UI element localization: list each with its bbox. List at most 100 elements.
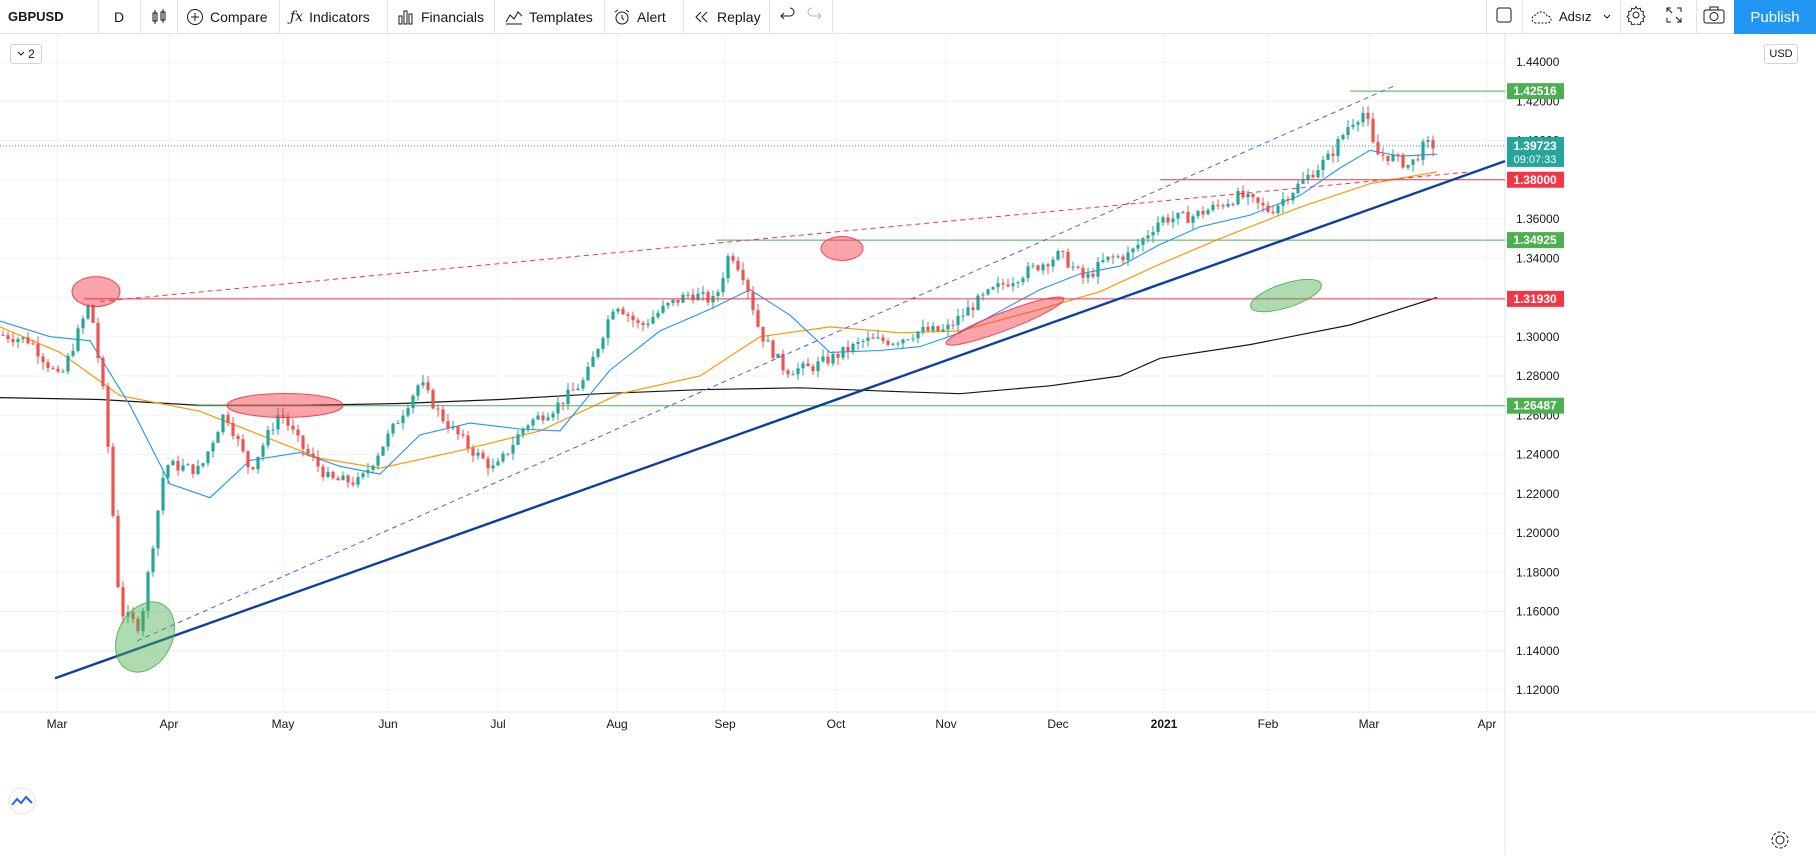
candle-body xyxy=(1166,217,1170,223)
candle-body xyxy=(366,469,370,474)
candle-body xyxy=(1341,134,1345,140)
candle-body xyxy=(446,421,450,429)
replay-button[interactable]: Replay xyxy=(693,0,761,33)
toolbar-divider xyxy=(769,0,770,33)
candle-body xyxy=(1076,266,1080,268)
candle-body xyxy=(1056,250,1060,260)
chart-type-button[interactable] xyxy=(150,0,174,33)
fullscreen-button[interactable] xyxy=(1665,0,1683,33)
candle-body xyxy=(196,465,200,474)
layout-menu-button[interactable]: Adsız xyxy=(1531,0,1612,33)
templates-button[interactable]: Templates xyxy=(505,0,593,33)
compare-button[interactable]: Compare xyxy=(186,0,268,33)
candle-body xyxy=(141,611,145,632)
candle-body xyxy=(816,361,820,372)
candle-body xyxy=(581,380,585,389)
price-tick-label: 1.44000 xyxy=(1516,55,1560,69)
candle-body xyxy=(461,434,465,436)
candle-body xyxy=(876,337,880,339)
candle-body xyxy=(341,475,345,481)
candle-body xyxy=(261,445,265,457)
candle-body xyxy=(1051,259,1055,267)
candle-body xyxy=(1131,248,1135,253)
candle-body xyxy=(826,356,830,364)
top-toolbar: GBPUSD D Compare ƒx Indicators Financial… xyxy=(0,0,1816,34)
candle-body xyxy=(981,294,985,296)
candle-body xyxy=(641,322,645,325)
candle-body xyxy=(191,464,195,474)
current-price-label: 1.39723 xyxy=(1513,139,1557,153)
candle-body xyxy=(396,423,400,425)
candle-body xyxy=(81,318,85,329)
candle-body xyxy=(1331,153,1335,156)
candle-body xyxy=(541,415,545,421)
candle-body xyxy=(41,356,45,363)
candle-body xyxy=(451,426,455,429)
fullscreen-toggle-button[interactable] xyxy=(1495,0,1513,33)
candle-body xyxy=(631,315,635,321)
collapse-legend-button[interactable]: 2 xyxy=(10,44,42,64)
candle-body xyxy=(1426,140,1430,142)
toolbar-divider xyxy=(279,0,280,33)
time-tick-label: Mar xyxy=(1359,717,1380,731)
candle-body xyxy=(1311,174,1315,178)
candle-body xyxy=(571,389,575,391)
toolbar-divider xyxy=(683,0,684,33)
snapshot-button[interactable] xyxy=(1703,0,1725,33)
candle-body xyxy=(1271,211,1275,214)
candle-body xyxy=(801,363,805,369)
gear-icon xyxy=(1626,5,1646,28)
candle-body xyxy=(531,419,535,426)
candle-body xyxy=(846,346,850,352)
candle-body xyxy=(221,414,225,433)
chart-pane[interactable]: 1.440001.420001.400001.380001.360001.340… xyxy=(0,34,1816,855)
toolbar-divider xyxy=(832,0,833,33)
candle-body xyxy=(1236,190,1240,205)
candle-body xyxy=(286,416,290,426)
price-chart[interactable]: 1.440001.420001.400001.380001.360001.340… xyxy=(0,34,1816,855)
candle-body xyxy=(1106,256,1110,261)
indicators-button[interactable]: ƒx Indicators xyxy=(290,0,370,33)
time-tick-label: Aug xyxy=(606,717,627,731)
candles-icon xyxy=(150,8,168,26)
candle-body xyxy=(386,433,390,447)
candle-body xyxy=(206,451,210,464)
price-tick-label: 1.12000 xyxy=(1516,683,1560,697)
candle-body xyxy=(716,292,720,297)
symbol-search[interactable]: GBPUSD xyxy=(8,0,64,33)
settings-button[interactable] xyxy=(1626,0,1646,33)
candle-body xyxy=(276,415,280,430)
candle-body xyxy=(646,323,650,325)
candle-body xyxy=(821,356,825,362)
candle-body xyxy=(1261,202,1265,206)
candle-body xyxy=(1101,260,1105,263)
candle-body xyxy=(1111,256,1115,258)
currency-badge[interactable]: USD xyxy=(1764,44,1798,64)
candle-body xyxy=(321,466,325,478)
candle-body xyxy=(96,322,100,358)
candle-body xyxy=(1206,210,1210,215)
candle-body xyxy=(931,326,935,331)
candle-body xyxy=(1171,218,1175,223)
candle-body xyxy=(1381,154,1385,156)
candle-body xyxy=(946,324,950,330)
price-tick-label: 1.36000 xyxy=(1516,212,1560,226)
candle-body xyxy=(486,458,490,469)
channel-dashed-line xyxy=(136,85,1396,642)
candle-body xyxy=(416,385,420,396)
candle-body xyxy=(1201,210,1205,215)
candle-body xyxy=(1066,251,1070,268)
candle-body xyxy=(466,435,470,449)
publish-button[interactable]: Publish xyxy=(1734,0,1816,34)
candle-body xyxy=(726,256,730,279)
redo-button[interactable] xyxy=(806,0,822,33)
alert-button[interactable]: Alert xyxy=(613,0,666,33)
financials-button[interactable]: Financials xyxy=(397,0,484,33)
candle-body xyxy=(551,413,555,418)
time-tick-label: Oct xyxy=(827,717,846,731)
interval-button[interactable]: D xyxy=(114,0,124,33)
level-price-label: 1.38000 xyxy=(1513,173,1557,187)
undo-button[interactable] xyxy=(780,0,796,33)
candle-body xyxy=(761,326,765,342)
candle-body xyxy=(1211,204,1215,211)
